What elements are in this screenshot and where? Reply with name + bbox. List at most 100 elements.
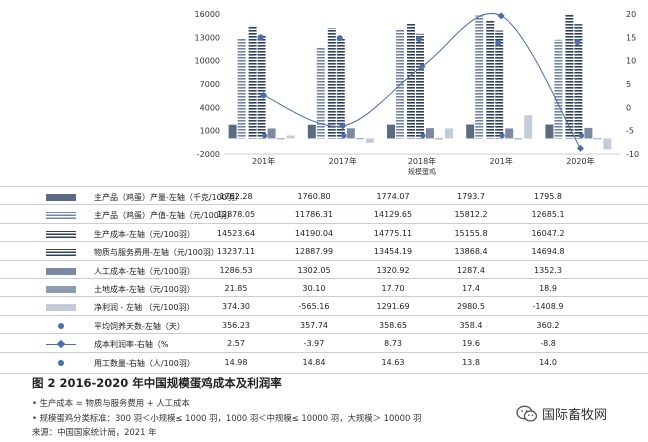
table-cell: 1352.3 xyxy=(534,265,562,275)
series-label: 生产成本-左轴（元/100羽） xyxy=(94,229,195,239)
legend-key xyxy=(46,286,76,293)
table-cell: 12887.99 xyxy=(294,247,334,257)
right-axis-tick-label: 15 xyxy=(626,33,636,42)
table-cell: 14190.04 xyxy=(294,228,334,238)
profit-margin-line xyxy=(263,13,581,149)
bar-6-4 xyxy=(603,138,612,150)
table-cell: 12685.1 xyxy=(531,210,565,220)
table-row: 主产品（鸡蛋）产值-左轴（元/100羽） 12878.05 11786.31 1412… xyxy=(0,204,648,225)
x-axis-tick-label: 201年 xyxy=(490,156,513,166)
labor-point-1 xyxy=(336,35,343,42)
legend-key-dot xyxy=(58,359,64,366)
table-cell: 1287.4 xyxy=(457,265,485,275)
table-row: 土地成本-左轴（元/100羽） 21.85 30.10 17.70 17.4 18.9 xyxy=(0,278,648,299)
table-cell: 1760.80 xyxy=(297,192,331,201)
table-cell: 2980.5 xyxy=(457,302,485,312)
note-scale-standard: • 规模蛋鸡分类标准：300 羽＜小规模≤ 1000 羽，1000 羽＜中规模≤… xyxy=(32,413,422,423)
table-cell: 21.85 xyxy=(224,284,248,293)
bar-1-4 xyxy=(554,39,563,139)
profit-margin-point-2 xyxy=(418,63,426,71)
table-cell: 1793.7 xyxy=(457,192,485,201)
profit-margin-point-4 xyxy=(576,144,584,152)
labor-point-2 xyxy=(416,36,422,43)
table-cell: 1762.28 xyxy=(219,192,253,201)
table-row: 生产成本-左轴（元/100羽） 14523.64 14190.04 14775.11 1… xyxy=(0,222,648,244)
table-cell: 19.6 xyxy=(462,339,480,349)
table-cell: 18.9 xyxy=(539,284,557,293)
bar-1-0 xyxy=(237,38,246,139)
table-row: 物质与服务费用-左轴（元/100羽） 13237.11 12887.99 13454.… xyxy=(0,241,648,262)
bar-6-2 xyxy=(445,128,453,139)
table-cell: 356.23 xyxy=(222,320,250,330)
series-label: 用工数量-右轴（人/100羽） xyxy=(94,358,195,368)
profit-margin-point-0 xyxy=(260,91,268,99)
table-cell: 1291.69 xyxy=(376,302,410,312)
bar-0-0 xyxy=(228,124,237,139)
legend-key xyxy=(46,194,76,201)
table-cell: 13454.19 xyxy=(373,247,413,257)
left-axis-tick-label: 1000 xyxy=(200,127,220,136)
table-cell: 14523.64 xyxy=(216,228,256,238)
bar-1-2 xyxy=(396,28,404,139)
legend-key xyxy=(46,322,76,330)
legend-key-diamond xyxy=(56,339,66,349)
profit-margin-point-3 xyxy=(497,12,505,20)
bar-6-0 xyxy=(286,135,295,139)
table-cell: 30.10 xyxy=(302,284,326,293)
left-axis-tick-label: 16000 xyxy=(195,10,220,19)
bar-2-4 xyxy=(565,13,574,139)
table-cell: 15812.2 xyxy=(454,210,488,220)
labor-point-4 xyxy=(574,39,581,45)
feeding-days-point-2 xyxy=(420,133,426,139)
bar-2-2 xyxy=(407,23,415,139)
feeding-days-point-4 xyxy=(578,133,585,139)
table-cell: 14.84 xyxy=(302,357,326,367)
table-cell: 358.4 xyxy=(459,320,483,330)
brand-watermark: 国际畜牧网 xyxy=(516,404,607,423)
bar-0-1 xyxy=(307,124,316,139)
table-cell: 14129.65 xyxy=(373,210,413,220)
left-axis-tick-label: 4000 xyxy=(200,103,220,112)
legend-key xyxy=(46,230,76,238)
note-source: 来源：中国国家统计局，2021 年 xyxy=(32,427,157,437)
table-row: 用工数量-右轴（人/100羽） 14.98 14.84 14.63 13.8 14.0 xyxy=(0,351,648,374)
brand-name: 国际畜牧网 xyxy=(542,408,608,423)
series-label: 土地成本-左轴（元/100羽） xyxy=(94,285,195,294)
bar-0-3 xyxy=(466,124,475,139)
note-cost-formula: • 生产成本 = 物质与服务费用 + 人工成本 xyxy=(32,398,190,408)
table-cell: 1774.07 xyxy=(376,192,410,201)
bar-0-2 xyxy=(387,124,395,139)
table-row: 成本利润率-右轴（% 2.57 -3.97 8.73 19.6 -8.8 xyxy=(0,333,648,354)
labor-point-0 xyxy=(257,34,264,41)
table-cell: 1286.53 xyxy=(219,265,253,275)
right-axis-tick-label: 20 xyxy=(626,10,636,19)
table-row: 主产品（鸡蛋）产量-左轴（千克/100羽） 1762.28 1760.80 1774.… xyxy=(0,186,648,207)
bar-5-0 xyxy=(276,138,285,140)
table-cell: 358.65 xyxy=(379,320,407,330)
wechat-icon xyxy=(516,405,538,422)
bar-3-3 xyxy=(495,30,504,139)
series-label: 净利润 - 左轴 （元/100羽） xyxy=(94,303,195,313)
bar-2-1 xyxy=(327,28,336,139)
right-axis-tick-label: 0 xyxy=(626,103,631,112)
feeding-days-point-1 xyxy=(341,133,347,139)
table-cell: 1795.8 xyxy=(534,192,562,201)
bar-4-1 xyxy=(346,128,355,139)
series-label: 平均饲养天数-左轴（天） xyxy=(94,321,185,331)
bar-4-0 xyxy=(267,128,276,139)
table-cell: 13.8 xyxy=(462,357,480,367)
table-cell: 14775.11 xyxy=(373,228,413,238)
table-cell: -3.97 xyxy=(303,339,325,349)
legend-key-dot xyxy=(58,322,64,329)
right-axis-tick-label: -10 xyxy=(626,150,639,159)
chart-plot: 16000 13000 10000 7000 4000 1000 -2000 20 15 10 5 0… xyxy=(195,10,640,176)
table-cell: 12878.05 xyxy=(216,210,256,220)
table-cell: 15155.8 xyxy=(454,228,488,238)
legend-key xyxy=(46,267,76,275)
table-cell: 357.74 xyxy=(300,320,328,330)
bar-6-1 xyxy=(365,138,374,143)
bar-5-3 xyxy=(514,138,523,140)
table-cell: 2.57 xyxy=(227,339,245,349)
table-cell: 17.4 xyxy=(462,284,480,293)
table-cell: 14.0 xyxy=(539,357,557,367)
